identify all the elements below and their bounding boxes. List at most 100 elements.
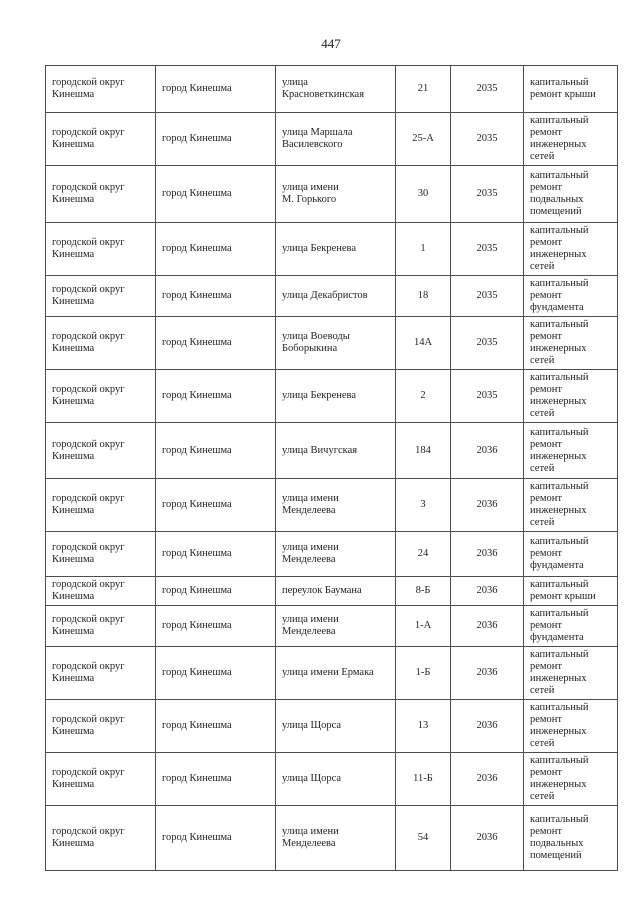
cell-work: капитальный ремонт инженерных сетей [523, 316, 618, 370]
cell-district: городской округ Кинешма [45, 576, 156, 606]
cell-house: 13 [395, 699, 451, 753]
cell-city: город Кинешма [155, 422, 276, 479]
cell-street: улица Щорса [275, 699, 396, 753]
cell-city: город Кинешма [155, 65, 276, 113]
cell-house: 24 [395, 531, 451, 577]
cell-street: улица Бекренева [275, 222, 396, 276]
cell-year: 2036 [450, 699, 524, 753]
cell-work: капитальный ремонт инженерных сетей [523, 422, 618, 479]
cell-district: городской округ Кинешма [45, 369, 156, 423]
cell-district: городской округ Кинешма [45, 699, 156, 753]
cell-house: 14А [395, 316, 451, 370]
cell-district: городской округ Кинешма [45, 752, 156, 806]
cell-house: 8-Б [395, 576, 451, 606]
cell-district: городской округ Кинешма [45, 531, 156, 577]
cell-city: город Кинешма [155, 531, 276, 577]
cell-work: капитальный ремонт фундамента [523, 275, 618, 317]
cell-city: город Кинешма [155, 222, 276, 276]
cell-work: капитальный ремонт подвальных помещений [523, 805, 618, 871]
cell-city: город Кинешма [155, 478, 276, 532]
cell-work: капитальный ремонт фундамента [523, 605, 618, 647]
table-row: городской округ Кинешма город Кинешма улиц… [45, 805, 618, 871]
cell-house: 184 [395, 422, 451, 479]
table-row: городской округ Кинешма город Кинешма улиц… [45, 165, 618, 223]
cell-street: переулок Баумана [275, 576, 396, 606]
cell-year: 2036 [450, 576, 524, 606]
cell-street: улица имени Менделеева [275, 531, 396, 577]
cell-city: город Кинешма [155, 646, 276, 700]
cell-work: капитальный ремонт подвальных помещений [523, 165, 618, 223]
cell-work: капитальный ремонт инженерных сетей [523, 369, 618, 423]
cell-work: капитальный ремонт инженерных сетей [523, 699, 618, 753]
cell-year: 2035 [450, 112, 524, 166]
cell-street: улица Бекренева [275, 369, 396, 423]
cell-house: 1 [395, 222, 451, 276]
cell-house: 1-Б [395, 646, 451, 700]
cell-street: улица Вичугская [275, 422, 396, 479]
cell-street: улица имени Менделеева [275, 805, 396, 871]
page-number: 447 [321, 36, 341, 51]
cell-house: 30 [395, 165, 451, 223]
cell-district: городской округ Кинешма [45, 646, 156, 700]
cell-work: капитальный ремонт инженерных сетей [523, 478, 618, 532]
cell-district: городской округ Кинешма [45, 605, 156, 647]
cell-city: город Кинешма [155, 605, 276, 647]
table-row: городской округ Кинешма город Кинешма улиц… [45, 752, 618, 806]
cell-work: капитальный ремонт инженерных сетей [523, 646, 618, 700]
cell-house: 3 [395, 478, 451, 532]
cell-year: 2036 [450, 478, 524, 532]
cell-district: городской округ Кинешма [45, 805, 156, 871]
cell-city: город Кинешма [155, 165, 276, 223]
cell-district: городской округ Кинешма [45, 275, 156, 317]
table-row: городской округ Кинешма город Кинешма улиц… [45, 699, 618, 753]
table-row: городской округ Кинешма город Кинешма улиц… [45, 65, 618, 113]
cell-year: 2035 [450, 222, 524, 276]
cell-street: улица имени Менделеева [275, 605, 396, 647]
table-row: городской округ Кинешма город Кинешма улиц… [45, 369, 618, 423]
cell-house: 25-А [395, 112, 451, 166]
cell-year: 2036 [450, 646, 524, 700]
cell-work: капитальный ремонт инженерных сетей [523, 222, 618, 276]
cell-street: улица Маршала Василевского [275, 112, 396, 166]
cell-district: городской округ Кинешма [45, 65, 156, 113]
cell-street: улица имени Менделеева [275, 478, 396, 532]
table-row: городской округ Кинешма город Кинешма улиц… [45, 275, 618, 317]
table-row: городской округ Кинешма город Кинешма улиц… [45, 422, 618, 479]
schedule-table: городской округ Кинешма город Кинешма улиц… [45, 65, 618, 871]
cell-year: 2035 [450, 369, 524, 423]
cell-house: 21 [395, 65, 451, 113]
cell-house: 18 [395, 275, 451, 317]
cell-street: улица Воеводы Боборыкина [275, 316, 396, 370]
cell-work: капитальный ремонт инженерных сетей [523, 112, 618, 166]
cell-district: городской округ Кинешма [45, 222, 156, 276]
cell-district: городской округ Кинешма [45, 316, 156, 370]
cell-street: улица Щорса [275, 752, 396, 806]
table-row: городской округ Кинешма город Кинешма улиц… [45, 478, 618, 532]
table-row: городской округ Кинешма город Кинешма улиц… [45, 316, 618, 370]
cell-district: городской округ Кинешма [45, 422, 156, 479]
cell-district: городской округ Кинешма [45, 112, 156, 166]
cell-house: 1-А [395, 605, 451, 647]
cell-street: улица Красноветкинская [275, 65, 396, 113]
cell-work: капитальный ремонт крыши [523, 65, 618, 113]
cell-year: 2036 [450, 422, 524, 479]
cell-city: город Кинешма [155, 699, 276, 753]
cell-city: город Кинешма [155, 316, 276, 370]
table-row: городской округ Кинешма город Кинешма улиц… [45, 531, 618, 577]
cell-city: город Кинешма [155, 576, 276, 606]
table-row: городской округ Кинешма город Кинешма улиц… [45, 112, 618, 166]
cell-street: улица Декабристов [275, 275, 396, 317]
cell-street: улица имени Ермака [275, 646, 396, 700]
table-row: городской округ Кинешма город Кинешма улиц… [45, 222, 618, 276]
cell-year: 2036 [450, 605, 524, 647]
cell-city: город Кинешма [155, 112, 276, 166]
cell-year: 2035 [450, 275, 524, 317]
cell-year: 2035 [450, 165, 524, 223]
cell-work: капитальный ремонт фундамента [523, 531, 618, 577]
cell-city: город Кинешма [155, 805, 276, 871]
cell-year: 2036 [450, 531, 524, 577]
table-row: городской округ Кинешма город Кинешма улиц… [45, 605, 618, 647]
cell-street: улица имени М. Горького [275, 165, 396, 223]
schedule-table-body: городской округ Кинешма город Кинешма улиц… [45, 65, 618, 871]
